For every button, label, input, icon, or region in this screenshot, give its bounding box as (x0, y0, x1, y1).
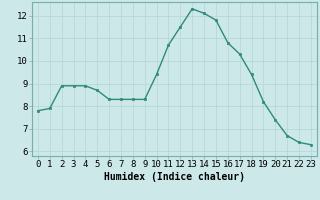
X-axis label: Humidex (Indice chaleur): Humidex (Indice chaleur) (104, 172, 245, 182)
